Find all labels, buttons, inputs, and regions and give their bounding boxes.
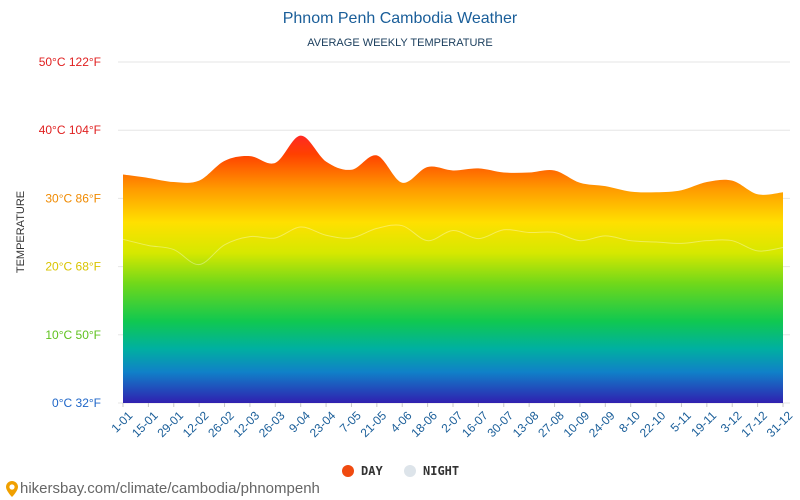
y-tick-label: 10°C 50°F [45, 328, 101, 342]
x-tick-label: 12-02 [180, 408, 212, 440]
x-tick-label: 17-12 [738, 408, 770, 440]
y-tick-label: 30°C 86°F [45, 191, 101, 205]
x-tick-label: 26-02 [205, 408, 237, 440]
legend-day-label: DAY [361, 464, 383, 478]
legend-night-marker [404, 465, 416, 477]
x-tick-label: 12-03 [231, 408, 263, 440]
x-tick-label: 15-01 [129, 408, 161, 440]
legend-day[interactable]: DAY [342, 464, 383, 478]
y-tick-label: 50°C 122°F [39, 55, 101, 69]
x-tick-labels: 1-0115-0129-0112-0226-0212-0326-039-0423… [108, 403, 796, 440]
legend-night[interactable]: NIGHT [404, 464, 459, 478]
night-series-line [122, 224, 784, 266]
legend-day-marker [342, 465, 354, 477]
series-areas [122, 135, 784, 404]
y-tick-label: 20°C 68°F [45, 260, 101, 274]
footer-url[interactable]: hikersbay.com/climate/cambodia/phnompenh [20, 480, 320, 497]
x-tick-label: 24-09 [586, 408, 618, 440]
y-tick-label: 0°C 32°F [52, 396, 101, 410]
x-tick-label: 23-04 [307, 408, 339, 440]
x-tick-label: 27-08 [535, 408, 567, 440]
x-tick-label: 30-07 [485, 408, 517, 440]
chart-title: Phnom Penh Cambodia Weather [283, 10, 518, 27]
y-axis-label: TEMPERATURE [15, 191, 27, 273]
x-tick-label: 22-10 [637, 408, 669, 440]
x-tick-label: 13-08 [510, 408, 542, 440]
night-series-area [123, 224, 783, 403]
footer: hikersbay.com/climate/cambodia/phnompenh [6, 480, 320, 497]
x-tick-label: 19-11 [688, 408, 719, 439]
x-tick-label: 16-07 [459, 408, 491, 440]
x-tick-label: 21-05 [358, 408, 390, 440]
x-tick-label: 26-03 [256, 408, 288, 440]
x-tick-label: 10-09 [561, 408, 593, 440]
x-tick-label: 18-06 [408, 408, 440, 440]
x-tick-label: 31-12 [764, 408, 796, 440]
location-pin-icon [6, 480, 18, 497]
legend: DAY NIGHT [342, 464, 459, 478]
chart-subtitle: AVERAGE WEEKLY TEMPERATURE [307, 37, 492, 49]
legend-night-label: NIGHT [423, 464, 459, 478]
y-tick-label: 40°C 104°F [39, 123, 101, 137]
y-tick-labels: 0°C 32°F 10°C 50°F 20°C 68°F 30°C 86°F 40°C … [39, 55, 101, 410]
x-tick-label: 29-01 [155, 408, 187, 440]
